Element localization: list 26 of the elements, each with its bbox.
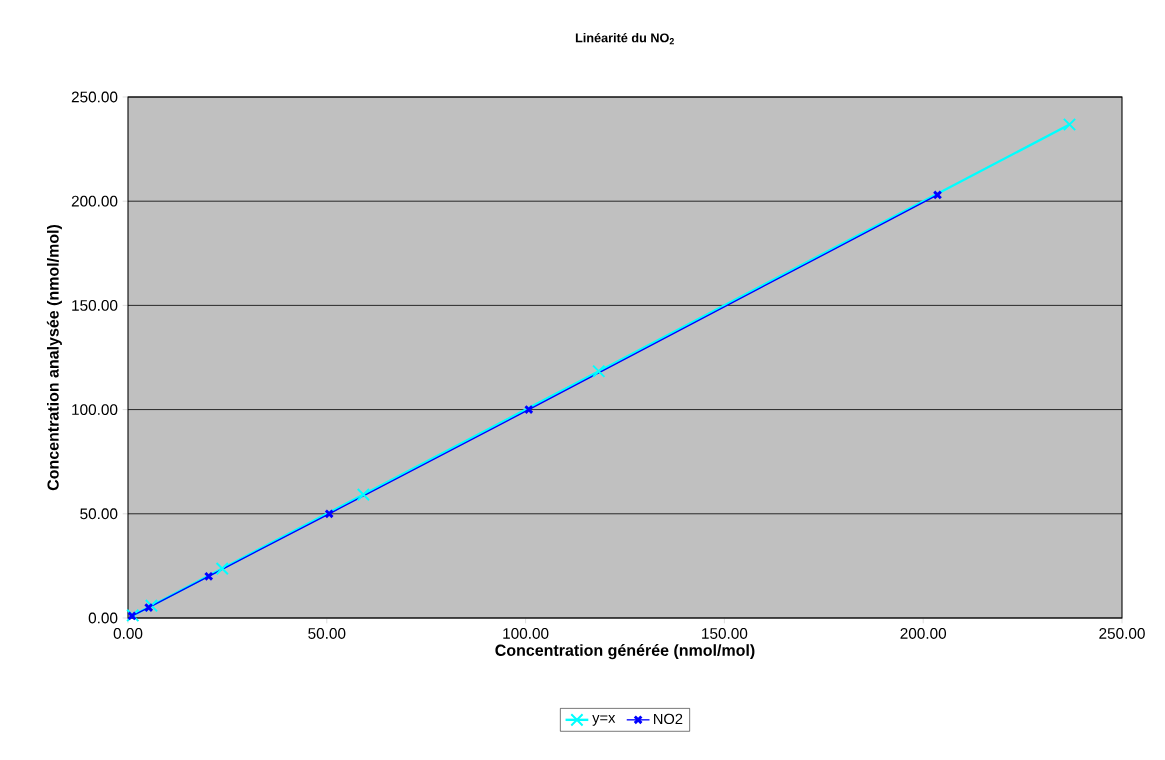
point bbox=[143, 602, 154, 613]
legend-label: y=x bbox=[592, 714, 616, 726]
x-tick-label: 100.00 bbox=[503, 628, 549, 639]
x-tick-label: 50.00 bbox=[308, 628, 346, 639]
point bbox=[356, 487, 371, 502]
point bbox=[215, 561, 229, 576]
x-tick-label: 0.00 bbox=[113, 628, 143, 639]
x-axis-title: Concentration générée (nmol/mol) bbox=[495, 644, 755, 660]
y-tick-label: 150.00 bbox=[72, 299, 118, 311]
point bbox=[1062, 117, 1077, 132]
y-tick-label: 50.00 bbox=[80, 508, 118, 520]
y-axis-title: Concentration analysée (nmol/mol) bbox=[46, 224, 62, 491]
point bbox=[932, 190, 943, 200]
x-tick-label: 200.00 bbox=[900, 628, 947, 639]
point bbox=[203, 571, 214, 582]
x-tick-label: 150.00 bbox=[702, 628, 748, 639]
y-tick-label: 250.00 bbox=[71, 91, 118, 103]
chart-title: Linéarité du NO$_{2}$ bbox=[575, 32, 674, 45]
y-tick-label: 200.00 bbox=[71, 195, 118, 207]
y-tick-label: 100.00 bbox=[72, 404, 118, 416]
y-tick-label: 0.00 bbox=[88, 612, 118, 624]
legend-label: NO2 bbox=[654, 713, 683, 725]
point bbox=[592, 364, 606, 378]
point bbox=[524, 404, 534, 415]
point bbox=[324, 509, 334, 519]
x-tick-label: 250.00 bbox=[1099, 628, 1145, 639]
